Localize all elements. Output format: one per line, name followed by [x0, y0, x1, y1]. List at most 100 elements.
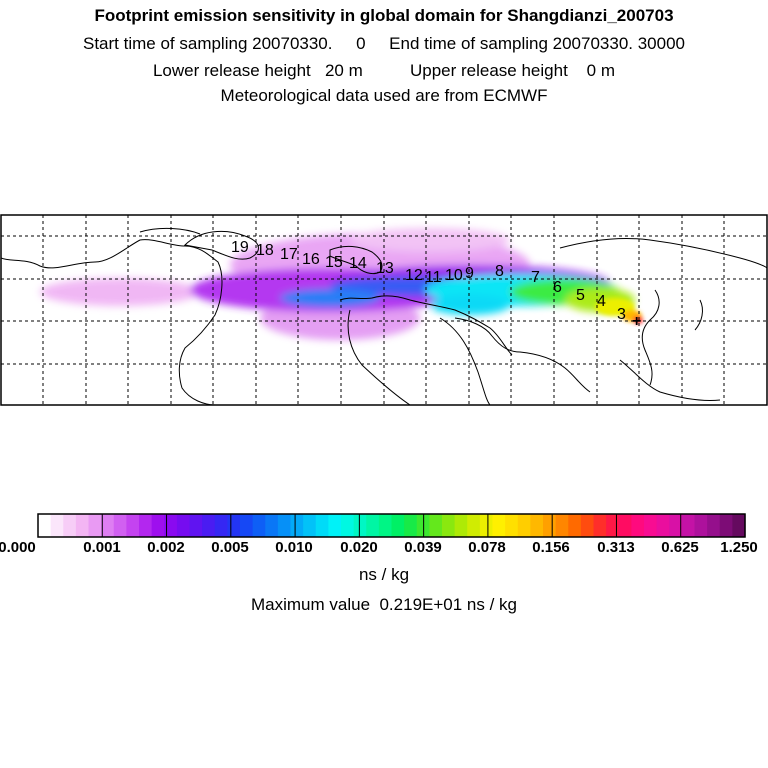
colorbar-cell	[719, 514, 733, 537]
traj-label-16: 16	[302, 251, 320, 268]
plume-faint-west	[40, 278, 200, 306]
colorbar-cell	[101, 514, 115, 537]
colorbar-cell	[139, 514, 153, 537]
colorbar-cell	[467, 514, 481, 537]
colorbar-cell	[505, 514, 519, 537]
traj-label-6: 6	[553, 279, 562, 296]
colorbar-cell	[492, 514, 506, 537]
coastline-arabia-india	[454, 317, 591, 393]
colorbar-cell	[202, 514, 216, 537]
map-title: Footprint emission sensitivity in global…	[94, 6, 674, 25]
coastline-africa-west	[347, 309, 411, 405]
colorbar-tick-label: 0.020	[340, 539, 378, 556]
colorbar-cell	[50, 514, 64, 537]
colorbar-tick-label: 0.039	[404, 539, 442, 556]
graticule	[1, 215, 767, 405]
map-frame	[0, 214, 768, 406]
colorbar-cell	[694, 514, 708, 537]
colorbar-tick-label: 0.005	[211, 539, 249, 556]
colorbar-cell	[88, 514, 102, 537]
coastline-east-china	[641, 289, 660, 386]
colorbar-cell	[265, 514, 279, 537]
met-data-line: Meteorological data used are from ECMWF	[220, 86, 548, 105]
colorbar-cell	[252, 514, 266, 537]
coastline-africa-east	[439, 317, 491, 405]
colorbar-cell	[290, 514, 304, 537]
colorbar-cell	[214, 514, 228, 537]
colorbar-cell	[113, 514, 127, 537]
colorbar-cell	[189, 514, 203, 537]
colorbar-tick-label: 0.002	[147, 539, 185, 556]
colorbar-cell	[341, 514, 355, 537]
colorbar-cell	[378, 514, 393, 537]
colorbar-cell	[568, 514, 582, 537]
traj-label-5: 5	[576, 287, 585, 304]
coastline-arctic-islands	[139, 227, 201, 235]
colorbar-cell	[669, 514, 683, 537]
plume-cyan-south	[430, 295, 510, 315]
coastline-japan	[694, 299, 703, 331]
colorbar-cell	[391, 514, 405, 537]
traj-label-11: 11	[425, 269, 442, 286]
colorbar-cell	[555, 514, 569, 537]
colorbar-cell	[454, 514, 468, 537]
colorbar-cell	[543, 514, 557, 537]
colorbar-cell	[618, 514, 632, 537]
traj-label-9: 9	[465, 265, 474, 282]
release-height-line: Lower release height 20 m Upper release …	[152, 61, 616, 80]
sampling-time-line: Start time of sampling 20070330. 0 End t…	[83, 34, 685, 53]
colorbar-cell	[479, 514, 494, 537]
plume-faint-arctic	[350, 228, 510, 252]
coastline-siberia	[559, 237, 767, 269]
traj-label-18: 18	[256, 242, 274, 259]
colorbar-cell	[606, 514, 620, 537]
colorbar-cell	[631, 514, 645, 537]
traj-label-19: 19	[231, 239, 249, 256]
coastlines	[1, 227, 767, 405]
colorbar-cell	[732, 514, 746, 537]
colorbar-tick-lines	[101, 514, 682, 537]
traj-label-4: 4	[597, 293, 606, 310]
traj-label-10: 10	[445, 267, 463, 284]
colorbar-tick-label: 1.250	[720, 539, 758, 556]
colorbar-tick-label: 0.313	[597, 539, 635, 556]
plume-yellow	[595, 298, 635, 316]
colorbar-cell	[63, 514, 77, 537]
coastline-southeast-asia	[619, 359, 721, 401]
colorbar-cell	[517, 514, 531, 537]
colorbar-cell	[328, 514, 342, 537]
colorbar-cell	[656, 514, 670, 537]
colorbar-cell	[164, 514, 178, 537]
coastline-scandinavia	[329, 245, 383, 275]
traj-label-8: 8	[495, 263, 504, 280]
colorbar-cell	[707, 514, 721, 537]
colorbar-cell	[644, 514, 658, 537]
plume-blue-west	[280, 289, 380, 307]
colorbar-cell	[126, 514, 140, 537]
traj-label-12: 12	[405, 267, 423, 284]
colorbar-cell	[404, 514, 418, 537]
colorbar-cell	[681, 514, 696, 537]
colorbar-cell	[593, 514, 607, 537]
maximum-value-text: Maximum value 0.219E+01 ns / kg	[251, 595, 517, 614]
colorbar-cell	[227, 514, 241, 537]
colorbar-cell	[580, 514, 595, 537]
coastline-greenland	[183, 230, 259, 260]
colorbar-tick-label: 0.001	[83, 539, 121, 556]
release-site-marker: +	[632, 313, 641, 330]
traj-label-14: 14	[349, 255, 367, 272]
traj-label-15: 15	[325, 254, 343, 271]
colorbar-tick-label: 0.010	[275, 539, 313, 556]
colorbar-unit: ns / kg	[358, 565, 410, 584]
colorbar-cell	[277, 514, 292, 537]
colorbar-tick-label: 0.156	[532, 539, 570, 556]
colorbar-cell	[530, 514, 544, 537]
colorbar-cell	[366, 514, 380, 537]
colorbar-cell	[315, 514, 329, 537]
coastline-europe-south	[339, 295, 513, 356]
traj-label-7: 7	[531, 269, 540, 286]
plume-red-core	[633, 316, 643, 324]
colorbar-cell	[75, 514, 90, 537]
